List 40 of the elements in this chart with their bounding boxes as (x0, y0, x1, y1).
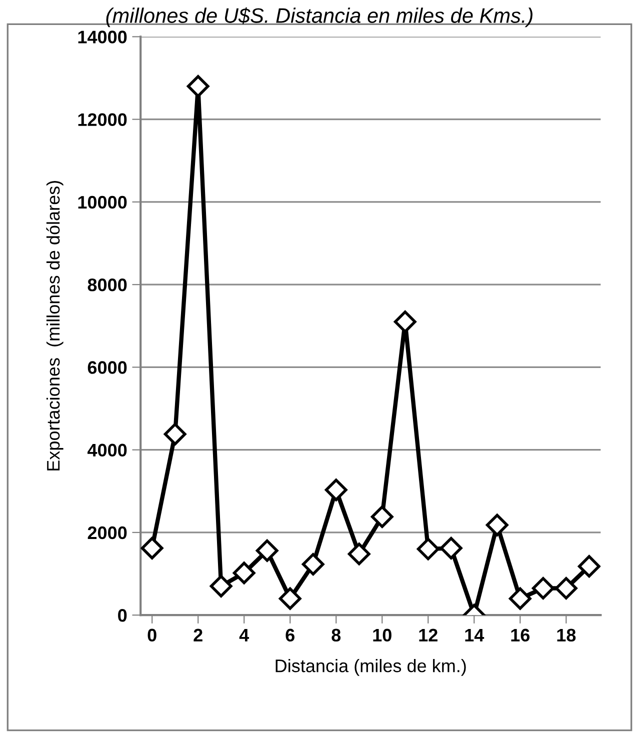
point (324, 478, 348, 502)
y-tick-label: 8000 (88, 278, 127, 292)
point (440, 536, 462, 560)
y-tick-label: 14000 (78, 30, 127, 44)
x-axis-title: Distancia (miles de km.) (276, 659, 466, 676)
y-tick-label: 12000 (78, 113, 127, 126)
point (348, 542, 370, 566)
point (256, 539, 278, 562)
point (210, 574, 232, 598)
x-tick-label: 16 (511, 628, 530, 642)
point (578, 555, 600, 578)
point (416, 538, 440, 560)
chart-title: (millones de U$S. Distancia en miles de Kms.) (106, 7, 532, 28)
y-tick-label: 4000 (87, 444, 127, 457)
y-tick-label: 2000 (88, 526, 127, 540)
point (164, 422, 186, 446)
x-tick-label: 2 (194, 628, 202, 642)
point (508, 587, 532, 610)
x-tick-label: 4 (239, 628, 250, 642)
point (232, 562, 256, 584)
x-tick-label: 8 (332, 628, 341, 642)
y-tick-label: 0 (118, 609, 127, 622)
y-tick-label: 6000 (88, 361, 127, 374)
point (302, 553, 324, 576)
point (532, 577, 554, 600)
point (278, 587, 302, 610)
x-tick-label: 10 (373, 628, 392, 642)
point (140, 536, 164, 560)
y-tick-label: 10000 (78, 196, 127, 209)
x-tick-label: 18 (557, 628, 576, 642)
y-axis-title: Exportaciones (millones de dólares) (46, 180, 64, 470)
point (554, 577, 578, 600)
x-tick-label: 12 (419, 628, 438, 642)
x-tick-label: 6 (286, 628, 294, 642)
point (186, 75, 210, 98)
point (394, 310, 416, 333)
x-tick-label: 14 (465, 628, 484, 642)
point (486, 514, 508, 536)
point (370, 506, 394, 528)
x-tick-label: 0 (148, 628, 156, 642)
